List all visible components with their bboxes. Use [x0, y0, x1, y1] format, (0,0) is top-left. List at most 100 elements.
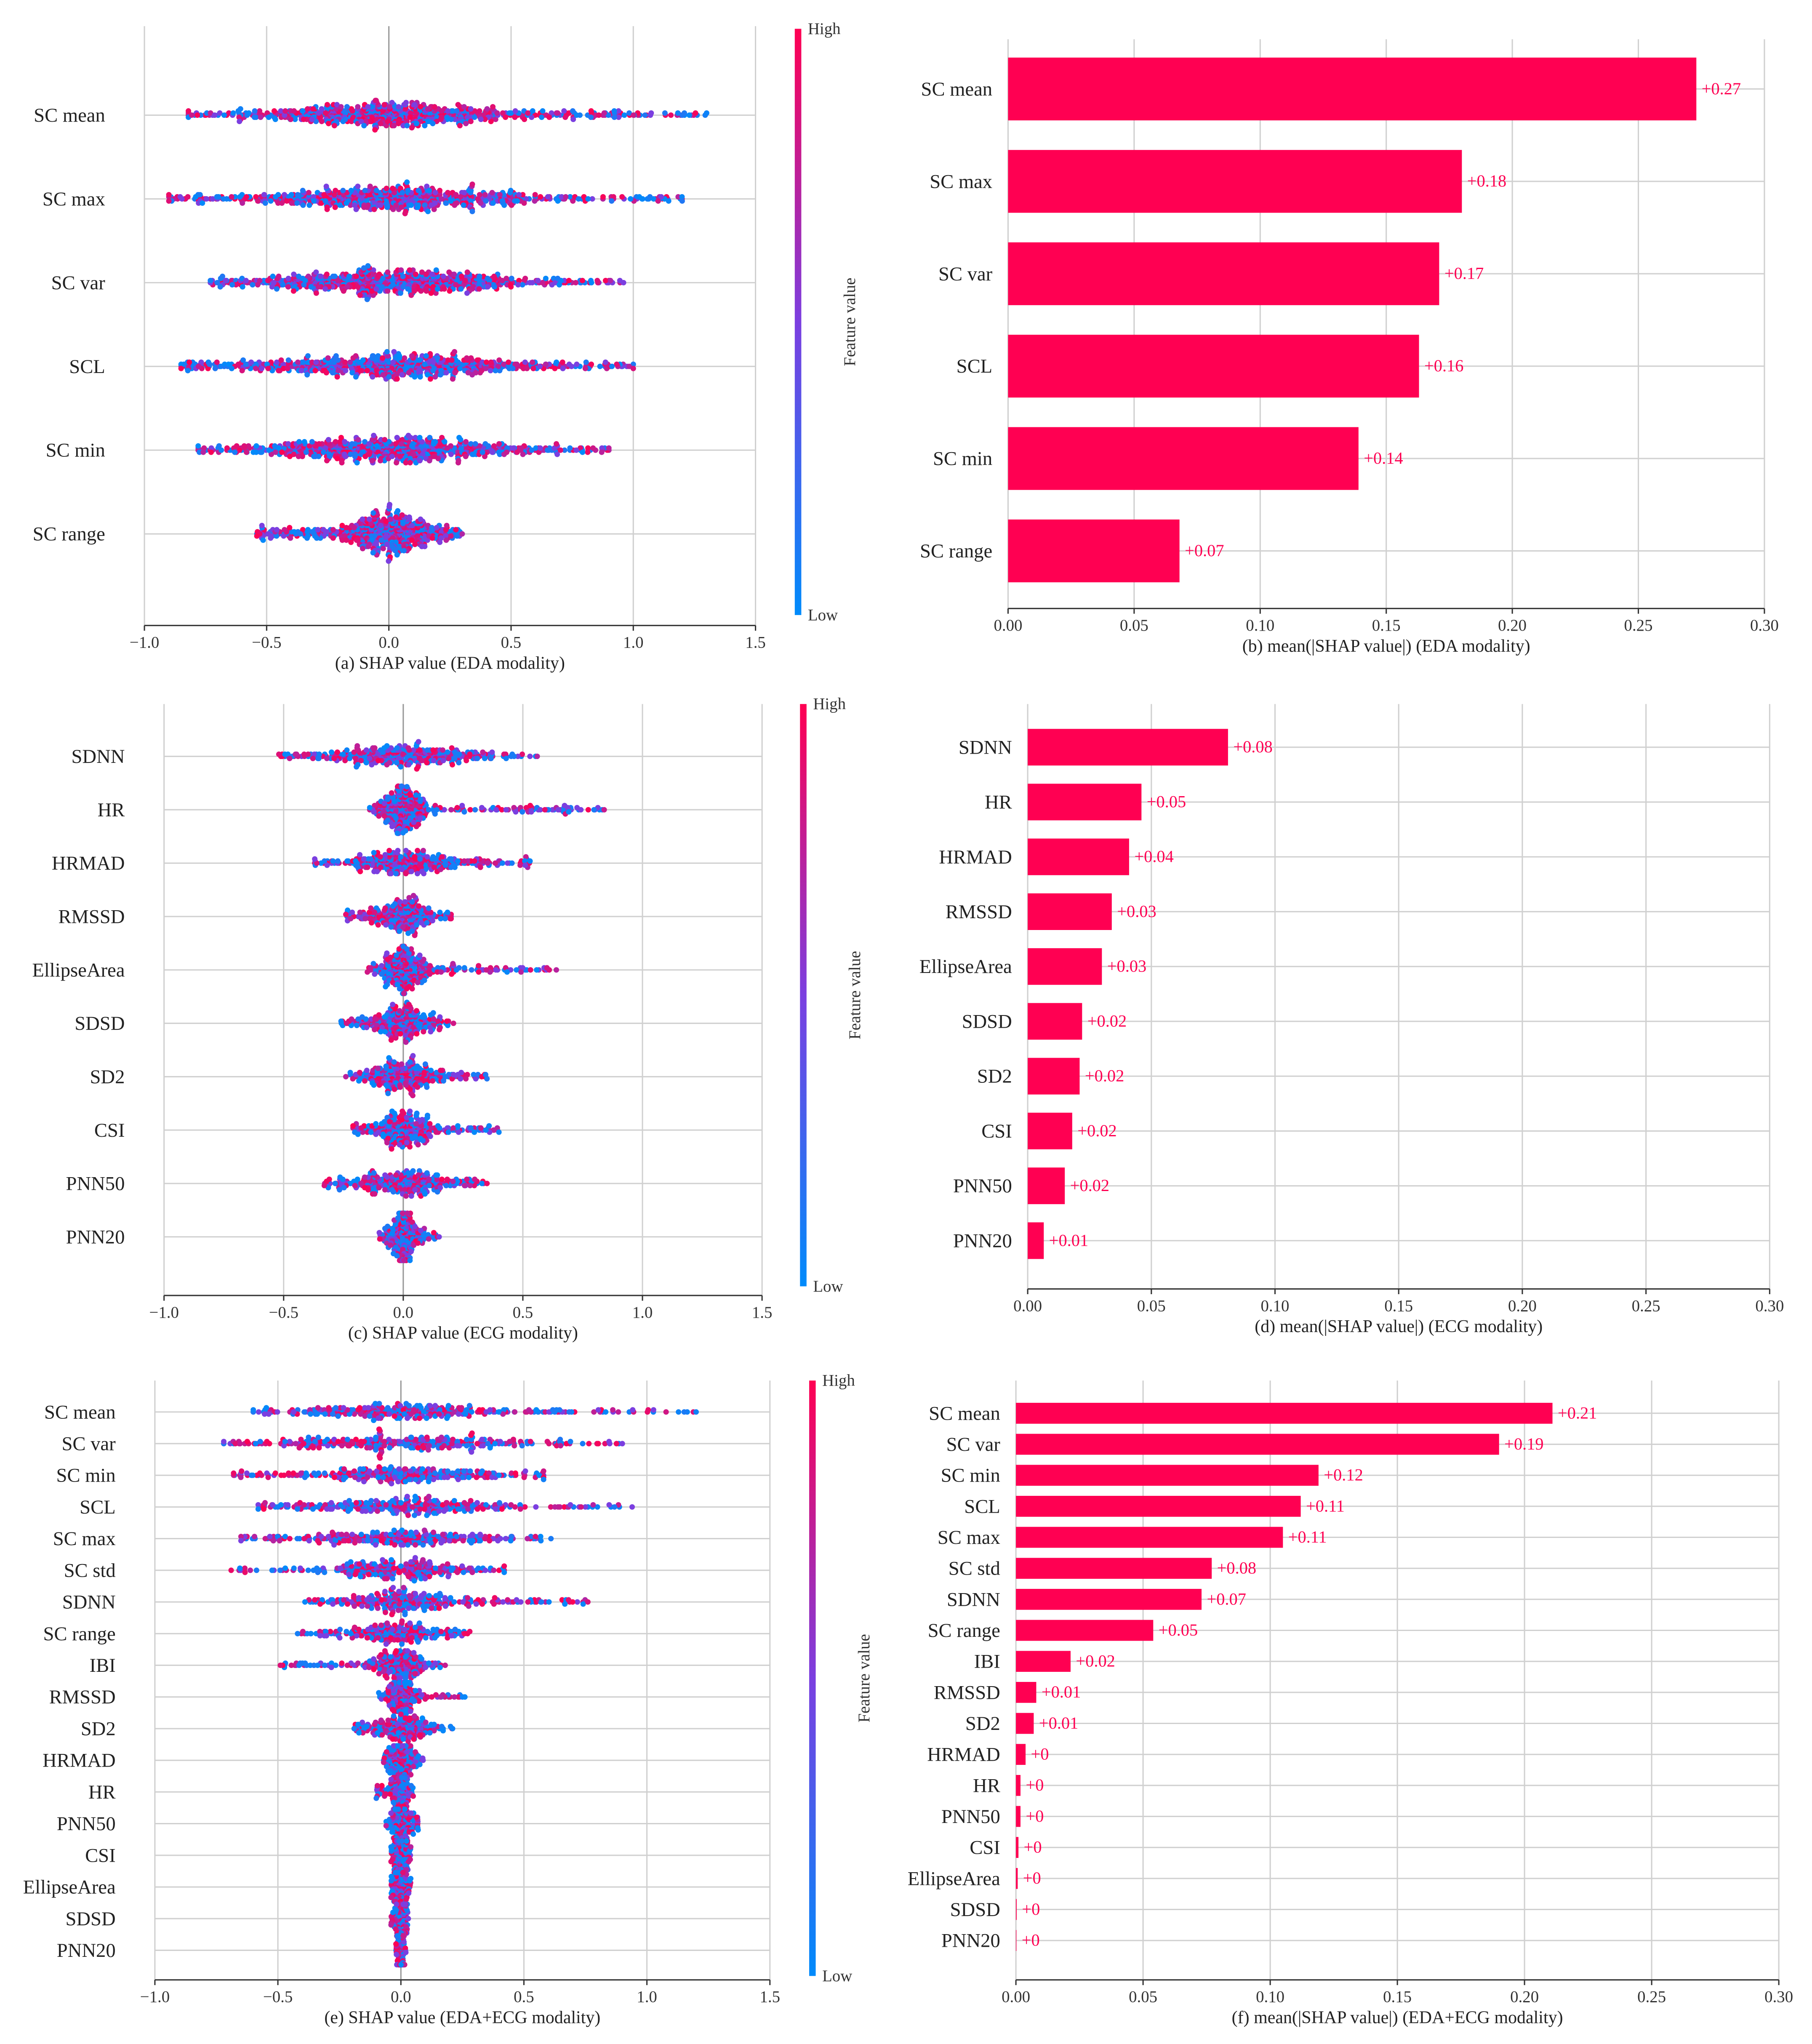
beeswarm-dot — [414, 766, 420, 772]
beeswarm-dot — [282, 527, 288, 533]
beeswarm-dot — [476, 286, 482, 292]
beeswarm-dot — [537, 445, 543, 451]
beeswarm-dot — [323, 184, 329, 189]
beeswarm-dot — [415, 204, 421, 210]
beeswarm-dot — [288, 535, 293, 541]
beeswarm-dot — [330, 370, 336, 376]
beeswarm-dot — [297, 531, 303, 537]
beeswarm-dot — [680, 112, 685, 118]
beeswarm-dot — [596, 112, 602, 118]
beeswarm-dot — [282, 192, 288, 198]
beeswarm-dot — [430, 120, 436, 126]
beeswarm-dot — [381, 102, 387, 108]
beeswarm-dot — [557, 447, 563, 453]
beeswarm-dot — [324, 755, 330, 762]
beeswarm-dot — [555, 807, 561, 813]
beeswarm-dot — [570, 116, 576, 122]
beeswarm-dot — [418, 516, 424, 522]
beeswarm-dot — [588, 114, 594, 120]
bar-value-label: +0.16 — [1424, 356, 1463, 375]
beeswarm-dot — [316, 110, 322, 116]
beeswarm-dot — [389, 823, 395, 829]
beeswarm-dot — [362, 188, 368, 194]
beeswarm-dot — [382, 437, 388, 442]
beeswarm-dot — [208, 449, 214, 455]
beeswarm-dot — [271, 108, 277, 114]
feature-label: SDNN — [72, 746, 125, 767]
beeswarm-dot — [405, 286, 411, 292]
beeswarm-dot — [402, 211, 408, 216]
beeswarm-dot — [240, 284, 245, 290]
beeswarm-dot — [369, 458, 375, 464]
beeswarm-dot — [514, 449, 520, 455]
beeswarm-dot — [398, 267, 404, 273]
beeswarm-dot — [322, 286, 328, 292]
beeswarm-dot — [448, 451, 454, 457]
beeswarm-dot — [549, 110, 554, 116]
x-tick-label: 0.10 — [1246, 616, 1274, 634]
beeswarm-dot — [234, 443, 240, 449]
beeswarm-dot — [372, 745, 378, 751]
beeswarm-dot — [494, 110, 500, 116]
beeswarm-dot — [330, 273, 336, 279]
beeswarm-dot — [474, 357, 480, 363]
beeswarm-dot — [324, 206, 330, 212]
beeswarm-dot — [312, 453, 318, 459]
beeswarm-dot — [576, 196, 581, 202]
x-tick-label: 0.5 — [501, 634, 522, 652]
beeswarm-dot — [600, 194, 606, 200]
beeswarm-dot — [543, 275, 549, 281]
beeswarm-dot — [668, 112, 674, 118]
beeswarm-dot — [529, 114, 535, 120]
beeswarm-dot — [443, 370, 449, 376]
feature-label: HRMAD — [52, 853, 125, 874]
beeswarm-dot — [413, 271, 418, 277]
beeswarm-dot — [352, 453, 358, 459]
x-tick-label: 0.5 — [513, 1303, 533, 1322]
beeswarm-dot — [577, 112, 583, 118]
bar — [1008, 335, 1419, 398]
beeswarm-dot — [538, 194, 544, 200]
beeswarm-dot — [306, 202, 312, 208]
beeswarm-dot — [243, 449, 250, 455]
beeswarm-dot — [503, 755, 509, 762]
beeswarm-dot — [506, 359, 512, 365]
feature-label: SC mean — [921, 78, 993, 100]
beeswarm-dot — [305, 106, 311, 112]
beeswarm-dot — [510, 365, 516, 371]
beeswarm-dot — [628, 196, 634, 202]
beeswarm-dot — [186, 108, 192, 114]
beeswarm-dot — [539, 114, 545, 120]
beeswarm-dot — [268, 535, 274, 541]
beeswarm-dot — [258, 114, 264, 120]
beeswarm-dot — [272, 449, 278, 455]
beeswarm-dot — [608, 277, 613, 283]
beeswarm-dot — [246, 110, 252, 116]
beeswarm-dot — [554, 359, 560, 365]
beeswarm-dot — [275, 200, 281, 206]
beeswarm-dot — [328, 749, 334, 755]
beeswarm-dot — [508, 284, 514, 290]
beeswarm-dot — [405, 188, 411, 194]
beeswarm-dot — [257, 108, 263, 114]
beeswarm-dot — [452, 370, 458, 376]
beeswarm-dot — [294, 200, 300, 206]
beeswarm-dot — [351, 525, 357, 530]
colorbar-low-label: Low — [808, 606, 838, 624]
beeswarm-dot — [325, 355, 331, 361]
beeswarm-dot — [229, 282, 235, 288]
beeswarm-dot — [679, 198, 685, 204]
beeswarm-dot — [363, 747, 369, 753]
beeswarm-dot — [309, 116, 315, 122]
beeswarm-dot — [195, 112, 200, 118]
beeswarm-dot — [276, 368, 282, 373]
beeswarm-dot — [417, 815, 423, 821]
beeswarm-dot — [433, 267, 439, 273]
beeswarm-dot — [437, 372, 443, 378]
beeswarm-dot — [429, 535, 435, 541]
beeswarm-dot — [251, 114, 257, 120]
beeswarm-dot — [445, 749, 450, 755]
x-tick-label: −1.0 — [130, 634, 159, 652]
beeswarm-dot — [497, 192, 503, 198]
beeswarm-dot — [271, 280, 277, 285]
